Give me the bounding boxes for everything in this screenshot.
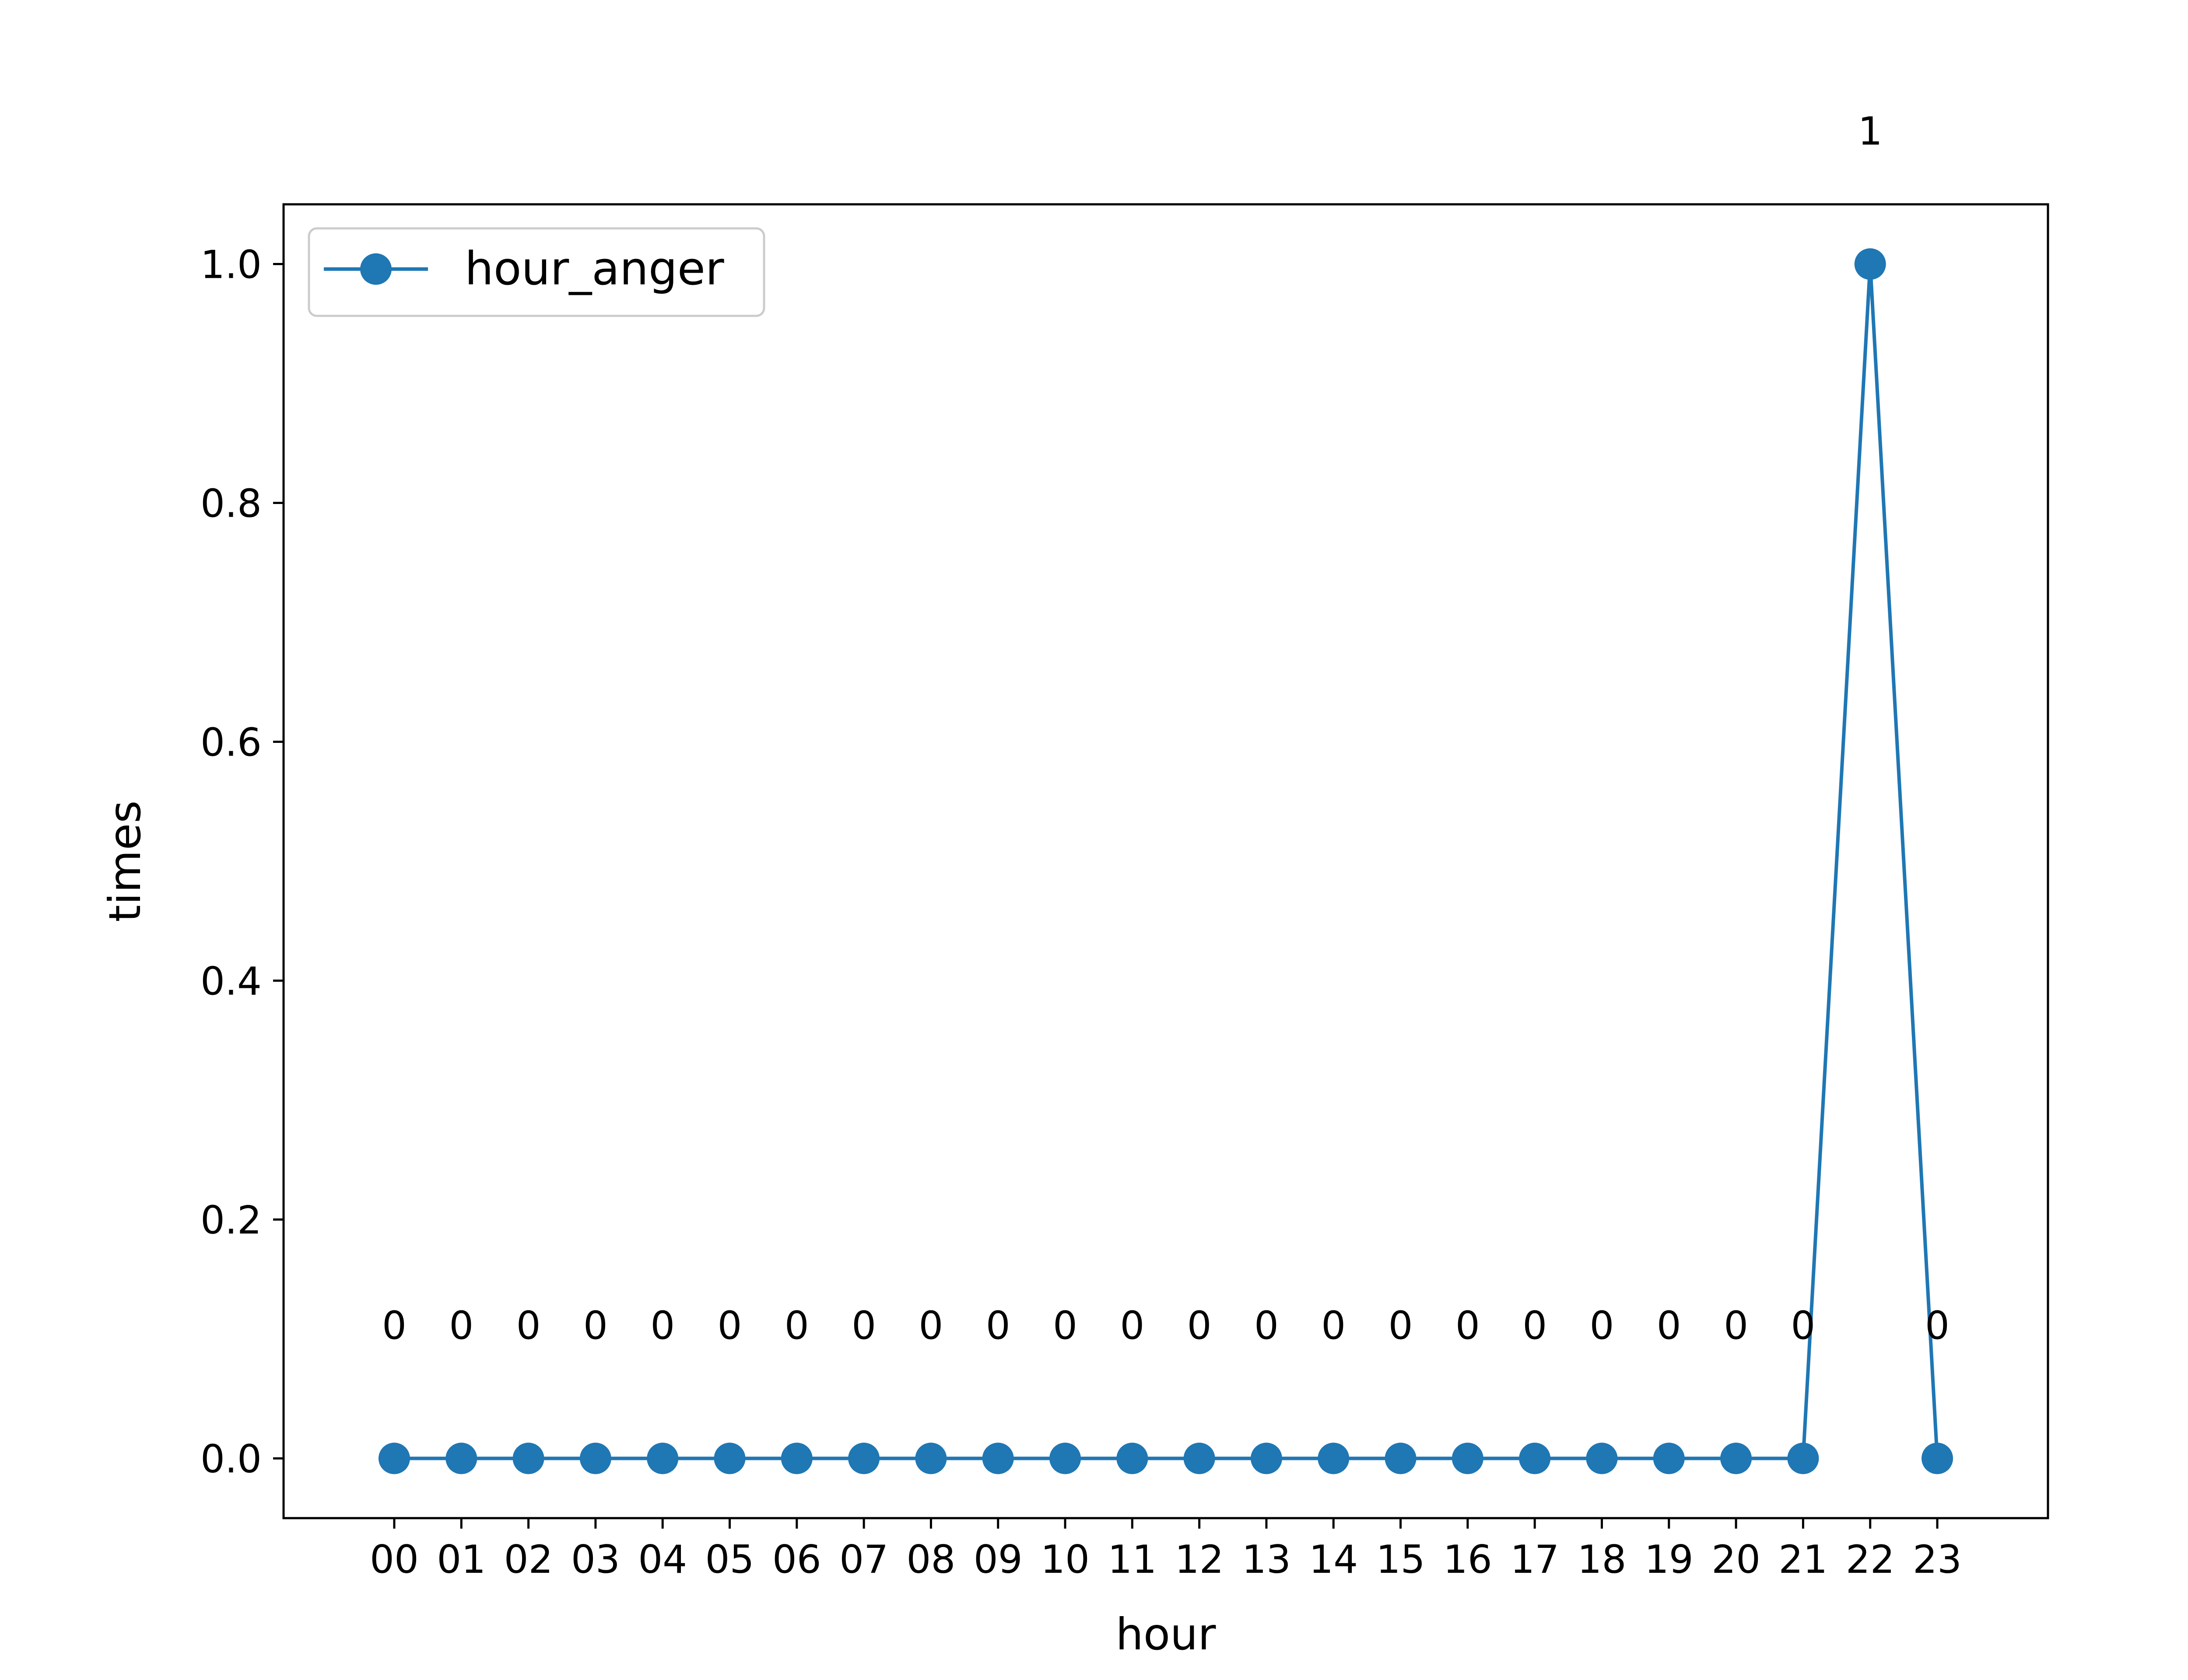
data-point: [579, 1442, 611, 1474]
x-tick-label: 11: [1108, 1537, 1157, 1582]
data-label: 0: [449, 1303, 473, 1348]
data-label: 0: [1187, 1303, 1212, 1348]
y-tick-label: 0.2: [200, 1198, 262, 1243]
data-point: [1385, 1442, 1417, 1474]
data-label: 0: [1120, 1303, 1144, 1348]
data-point: [1787, 1442, 1819, 1474]
data-point: [1049, 1442, 1081, 1474]
y-tick-label: 0.0: [200, 1437, 262, 1482]
plot-area: 0 0 0 0 0 0 0 0 0 0 0 0 0 0 0 0 0 0 0 0 0 010: [378, 109, 1953, 1474]
x-tick-label: 06: [772, 1537, 821, 1582]
data-label: 0: [986, 1303, 1010, 1348]
x-tick-label: 12: [1175, 1537, 1224, 1582]
data-point: [1653, 1442, 1685, 1474]
data-point: [714, 1442, 746, 1474]
data-point: [647, 1442, 679, 1474]
x-tick-label: 13: [1242, 1537, 1291, 1582]
x-tick-label: 21: [1778, 1537, 1827, 1582]
x-tick-label: 19: [1645, 1537, 1694, 1582]
x-tick-label: 04: [638, 1537, 687, 1582]
data-point: [1250, 1442, 1282, 1474]
data-label: 0: [583, 1303, 608, 1348]
data-point: [1720, 1442, 1752, 1474]
x-tick-label: 20: [1711, 1537, 1760, 1582]
data-label: 0: [1455, 1303, 1480, 1348]
data-label: 0: [919, 1303, 943, 1348]
data-label: 0: [650, 1303, 675, 1348]
legend-entry-hour-anger: hour_anger: [465, 242, 724, 295]
data-point: [1922, 1442, 1953, 1474]
legend-box: [308, 227, 765, 317]
x-tick-label: 18: [1578, 1537, 1627, 1582]
data-point: [445, 1442, 477, 1474]
x-tick-label: 22: [1846, 1537, 1895, 1582]
y-tick-label: 0.8: [200, 481, 262, 526]
y-axis-label: times: [99, 800, 151, 922]
data-point: [1116, 1442, 1148, 1474]
data-point: [1586, 1442, 1618, 1474]
x-tick-label: 23: [1913, 1537, 1962, 1582]
x-tick-label: 16: [1443, 1537, 1492, 1582]
data-label: 0: [382, 1303, 407, 1348]
data-label: 0: [717, 1303, 742, 1348]
data-point: [1854, 248, 1886, 280]
data-label: 1: [1858, 109, 1883, 154]
data-label: 0: [1254, 1303, 1279, 1348]
data-label: 0: [1590, 1303, 1614, 1348]
x-tick-label: 10: [1041, 1537, 1090, 1582]
x-tick-label: 08: [906, 1537, 955, 1582]
legend: hour_anger: [308, 227, 765, 317]
data-label: 0: [1925, 1303, 1950, 1348]
y-axis: 0.0 0.2 0.4 0.6 0.8 1.0: [200, 242, 284, 1482]
x-axis-label: hour: [1115, 1609, 1216, 1660]
x-tick-label: 15: [1376, 1537, 1425, 1582]
x-tick-label: 00: [370, 1537, 419, 1582]
data-point: [1318, 1442, 1350, 1474]
data-label: 0: [785, 1303, 809, 1348]
data-label: 0: [1053, 1303, 1077, 1348]
data-label: 0: [1389, 1303, 1413, 1348]
data-label: 0: [1522, 1303, 1547, 1348]
x-tick-label: 05: [705, 1537, 754, 1582]
data-point: [1519, 1442, 1551, 1474]
data-label: 0: [1724, 1303, 1748, 1348]
y-tick-label: 0.6: [200, 720, 262, 765]
y-tick-label: 0.4: [200, 959, 262, 1004]
x-tick-label: 07: [839, 1537, 888, 1582]
data-point: [781, 1442, 813, 1474]
x-tick-label: 01: [437, 1537, 486, 1582]
data-point: [982, 1442, 1014, 1474]
x-tick-label: 14: [1309, 1537, 1358, 1582]
x-tick-label: 03: [571, 1537, 620, 1582]
y-tick-label: 1.0: [200, 242, 262, 287]
data-point: [915, 1442, 947, 1474]
data-label: 0: [852, 1303, 876, 1348]
data-label: 0: [1321, 1303, 1346, 1348]
data-point: [1183, 1442, 1215, 1474]
x-tick-label: 02: [504, 1537, 553, 1582]
data-point: [512, 1442, 544, 1474]
x-tick-label: 09: [974, 1537, 1023, 1582]
data-point: [378, 1442, 410, 1474]
data-point: [848, 1442, 880, 1474]
data-label: 0: [1657, 1303, 1681, 1348]
data-point: [1452, 1442, 1483, 1474]
axes-frame: [282, 203, 2049, 1519]
x-tick-label: 17: [1510, 1537, 1559, 1582]
x-axis: 00 01 02 03 04 05 06 07 08 09 10 11 12 13 14 15 16 17 18 19…: [370, 1518, 1962, 1582]
data-label: 0: [1791, 1303, 1815, 1348]
data-label: 0: [516, 1303, 541, 1348]
legend-marker: [360, 253, 392, 285]
